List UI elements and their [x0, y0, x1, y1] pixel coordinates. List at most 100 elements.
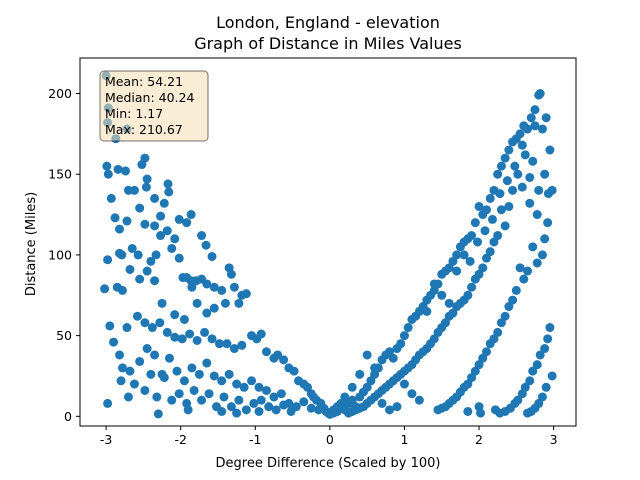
data-point — [276, 389, 286, 399]
data-point — [489, 237, 499, 247]
data-point — [113, 164, 123, 174]
x-tick-label: 3 — [550, 432, 558, 447]
y-tick-label: 150 — [48, 167, 72, 182]
stats-line: Mean: 54.21 — [105, 74, 183, 89]
data-point — [202, 358, 212, 368]
data-point — [150, 221, 160, 231]
data-point — [541, 382, 551, 392]
data-point — [470, 218, 480, 228]
x-tick-label: -3 — [100, 432, 112, 447]
data-point — [496, 318, 506, 328]
data-point — [523, 408, 533, 418]
data-point — [115, 350, 125, 360]
data-point — [515, 129, 525, 139]
stats-line: Min: 1.17 — [105, 106, 163, 121]
data-point — [530, 121, 540, 131]
data-point — [217, 376, 227, 386]
data-point — [179, 376, 189, 386]
data-point — [485, 193, 495, 203]
y-tick-label: 200 — [48, 86, 72, 101]
data-point — [156, 231, 166, 241]
data-point — [146, 369, 156, 379]
data-point — [467, 231, 477, 241]
data-point — [177, 334, 187, 344]
data-point — [142, 174, 152, 184]
data-point — [504, 145, 514, 155]
data-point — [314, 405, 324, 415]
data-point — [422, 306, 432, 316]
data-point — [513, 169, 523, 179]
data-point — [229, 344, 239, 354]
y-axis-label: Distance (Miles) — [24, 192, 39, 296]
data-point — [474, 201, 484, 211]
data-point — [120, 166, 130, 176]
data-point — [535, 350, 545, 360]
data-point — [105, 321, 115, 331]
data-point — [112, 282, 122, 292]
data-point — [140, 318, 150, 328]
data-point — [271, 405, 281, 415]
chart-title: London, England - elevation — [216, 13, 440, 32]
data-point — [452, 250, 462, 260]
data-point — [174, 253, 184, 263]
data-point — [519, 274, 529, 284]
data-point — [159, 198, 169, 208]
data-point — [511, 285, 521, 295]
data-point — [219, 392, 229, 402]
data-point — [239, 382, 249, 392]
data-point — [540, 234, 550, 244]
data-point — [279, 400, 289, 410]
data-point — [496, 205, 506, 215]
data-point — [535, 89, 545, 99]
data-point — [129, 185, 139, 195]
data-point — [523, 124, 533, 134]
data-point — [170, 234, 180, 244]
data-point — [229, 282, 239, 292]
x-tick-label: 2 — [475, 432, 483, 447]
data-point — [362, 350, 372, 360]
data-point — [155, 318, 165, 328]
data-point — [490, 405, 500, 415]
data-point — [515, 263, 525, 273]
data-point — [537, 250, 547, 260]
data-point — [209, 371, 219, 381]
data-point — [125, 264, 135, 274]
data-point — [306, 403, 316, 413]
data-point — [232, 379, 242, 389]
plot-frame — [79, 57, 577, 427]
data-point — [444, 298, 454, 308]
data-point — [179, 314, 189, 324]
data-point — [459, 250, 469, 260]
data-point — [232, 408, 242, 418]
data-point — [122, 323, 132, 333]
data-point — [530, 105, 540, 115]
data-point — [110, 213, 120, 223]
data-point — [122, 216, 132, 226]
data-point — [202, 279, 212, 289]
data-point — [234, 395, 244, 405]
data-point — [132, 311, 142, 321]
data-point — [226, 402, 236, 412]
data-point — [129, 379, 139, 389]
data-point — [429, 279, 439, 289]
data-point — [153, 409, 163, 419]
data-point — [167, 243, 177, 253]
data-point — [163, 179, 173, 189]
data-point — [194, 369, 204, 379]
data-point — [217, 285, 227, 295]
data-point — [508, 185, 518, 195]
data-point — [115, 224, 125, 234]
data-point — [214, 339, 224, 349]
data-point — [254, 406, 264, 416]
data-point — [540, 344, 550, 354]
data-point — [118, 363, 128, 373]
data-point — [135, 274, 145, 284]
data-point — [485, 339, 495, 349]
data-point — [463, 406, 473, 416]
data-point — [249, 398, 259, 408]
plot-area: -3 -2 -1 0 1 2 3 0 50 100 150 200 — [48, 57, 577, 447]
data-point — [141, 182, 151, 192]
data-point — [192, 335, 202, 345]
data-point — [207, 252, 217, 262]
data-point — [496, 161, 506, 171]
